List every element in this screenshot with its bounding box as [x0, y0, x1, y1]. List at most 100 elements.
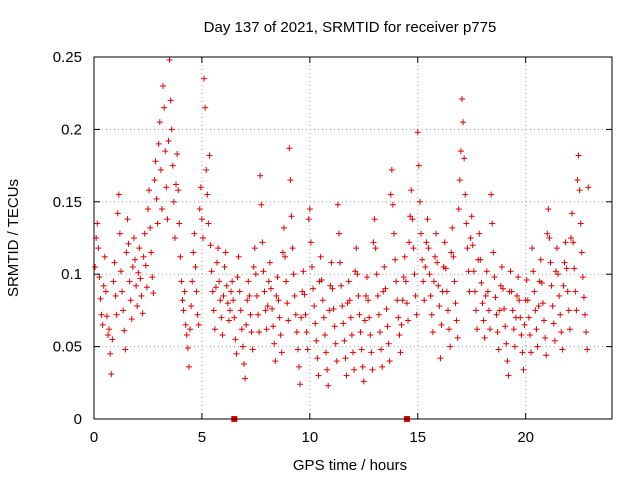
- data-point: [410, 245, 417, 252]
- data-point: [318, 276, 325, 283]
- data-point: [563, 265, 570, 272]
- data-point: [473, 307, 480, 314]
- data-point: [561, 259, 568, 266]
- data-point: [324, 366, 331, 373]
- data-point: [99, 321, 106, 328]
- data-point: [538, 279, 545, 286]
- data-point: [368, 349, 375, 356]
- data-point: [456, 177, 463, 184]
- data-point: [162, 148, 169, 155]
- data-point: [375, 311, 382, 318]
- data-point: [285, 317, 292, 324]
- data-point: [232, 336, 239, 343]
- data-point: [532, 307, 539, 314]
- data-point: [238, 326, 245, 333]
- data-point: [297, 381, 304, 388]
- data-point: [301, 291, 308, 298]
- data-point: [141, 230, 148, 237]
- data-point: [110, 278, 117, 285]
- data-point: [400, 274, 407, 281]
- data-point: [255, 311, 262, 318]
- data-point: [471, 288, 478, 295]
- data-point: [416, 198, 423, 205]
- data-point: [516, 297, 523, 304]
- data-points: [92, 56, 592, 389]
- data-point: [351, 366, 358, 373]
- y-tick-label: 0.05: [53, 339, 82, 356]
- data-point: [187, 326, 194, 333]
- data-point: [229, 278, 236, 285]
- data-point: [237, 307, 244, 314]
- data-point: [116, 230, 123, 237]
- data-point: [436, 303, 443, 310]
- data-point: [288, 213, 295, 220]
- data-point: [496, 307, 503, 314]
- data-point: [558, 329, 565, 336]
- data-point: [337, 259, 344, 266]
- data-point: [258, 201, 265, 208]
- data-point: [402, 278, 409, 285]
- data-point: [448, 249, 455, 256]
- data-point: [462, 191, 469, 198]
- data-point: [307, 239, 314, 246]
- data-point: [432, 253, 439, 260]
- data-point: [276, 314, 283, 321]
- data-point: [108, 371, 115, 378]
- data-point: [533, 326, 540, 333]
- data-point: [350, 349, 356, 356]
- x-tick-label: 10: [301, 429, 318, 446]
- data-point: [185, 363, 192, 370]
- data-point: [493, 311, 500, 318]
- data-point: [296, 363, 303, 370]
- data-point: [97, 295, 104, 302]
- data-point: [359, 363, 366, 370]
- data-point: [121, 327, 128, 334]
- data-point: [450, 253, 457, 260]
- data-point: [224, 300, 231, 307]
- data-point: [319, 297, 326, 304]
- data-point: [373, 271, 380, 278]
- x-axis-label: GPS time / hours: [293, 457, 407, 474]
- data-point: [441, 239, 448, 246]
- data-point: [250, 263, 257, 270]
- chart-title: Day 137 of 2021, SRMTID for receiver p77…: [204, 19, 497, 36]
- data-point: [196, 206, 203, 213]
- data-point: [495, 346, 502, 353]
- data-point: [544, 230, 551, 237]
- data-point: [566, 326, 573, 333]
- data-point: [547, 259, 554, 266]
- data-point: [188, 303, 195, 310]
- data-point: [576, 187, 583, 194]
- data-point: [259, 239, 266, 246]
- data-point: [161, 104, 168, 111]
- data-point: [246, 292, 253, 299]
- data-point: [274, 274, 281, 281]
- data-point: [150, 290, 157, 297]
- data-point: [195, 321, 202, 328]
- data-point: [396, 332, 403, 339]
- data-point: [551, 337, 558, 344]
- data-point: [463, 220, 470, 227]
- data-point: [107, 350, 114, 357]
- data-point: [433, 230, 440, 237]
- data-point: [171, 235, 178, 241]
- data-point: [102, 288, 109, 295]
- data-point: [174, 151, 181, 158]
- data-point: [151, 177, 158, 184]
- data-point: [335, 230, 342, 237]
- data-point: [469, 242, 476, 249]
- data-point: [395, 314, 402, 321]
- data-point: [315, 372, 322, 379]
- data-point: [507, 268, 514, 275]
- data-point: [361, 317, 368, 324]
- data-point: [438, 321, 445, 328]
- data-point: [489, 220, 496, 227]
- data-point: [434, 259, 441, 266]
- data-point: [521, 321, 528, 328]
- data-point: [206, 152, 213, 159]
- data-point: [397, 349, 404, 356]
- data-point: [488, 191, 495, 198]
- data-point: [310, 285, 317, 292]
- data-point: [553, 245, 560, 252]
